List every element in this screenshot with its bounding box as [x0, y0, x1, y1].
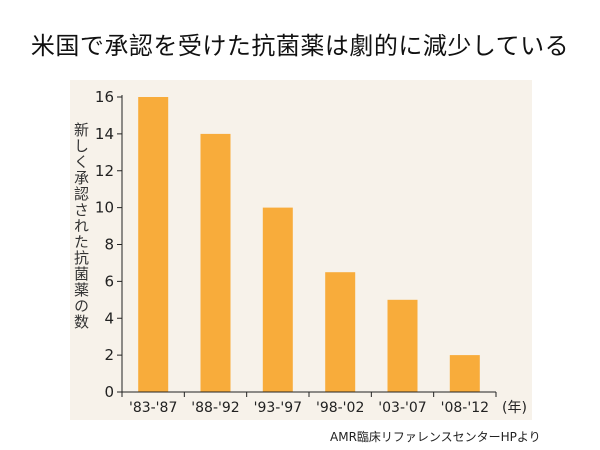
y-tick-label-2: 2: [104, 346, 114, 364]
x-tick-label-5: '03-'07: [378, 400, 426, 416]
y-tick-label-8: 8: [104, 236, 114, 254]
x-tick-label-1: '83-'87: [129, 400, 177, 416]
y-tick-label-0: 0: [104, 383, 114, 401]
x-tick-label-4: '98-'02: [316, 400, 364, 416]
x-tick-label-2: '88-'92: [191, 400, 239, 416]
bar-4: [325, 272, 356, 392]
bar-6: [449, 355, 480, 392]
bar-1: [138, 97, 169, 392]
bar-3: [262, 207, 293, 392]
x-tick-label-3: '93-'97: [254, 400, 302, 416]
x-axis-label: (年): [502, 400, 527, 416]
source-note: AMR臨床リファレンスセンターHPより: [330, 430, 541, 444]
bar-2: [200, 133, 231, 392]
y-tick-label-14: 14: [95, 125, 114, 143]
y-tick-label-12: 12: [95, 162, 114, 180]
y-tick-label-6: 6: [104, 272, 114, 290]
y-tick-label-16: 16: [95, 88, 114, 106]
axes-group: 0 2 4 6 8 10 12 14 16 '83-'87 '88-'92 '93-'97 '98-'0…: [95, 88, 527, 416]
bars-group: [138, 97, 480, 392]
chart-title: 米国で承認を受けた抗菌薬は劇的に減少している: [30, 32, 570, 60]
y-tick-label-4: 4: [104, 309, 114, 327]
y-axis-label: 新しく承認された抗菌薬の数: [72, 122, 90, 330]
x-tick-label-6: '08-'12: [441, 400, 489, 416]
y-tick-label-10: 10: [95, 199, 114, 217]
bar-5: [387, 299, 418, 392]
